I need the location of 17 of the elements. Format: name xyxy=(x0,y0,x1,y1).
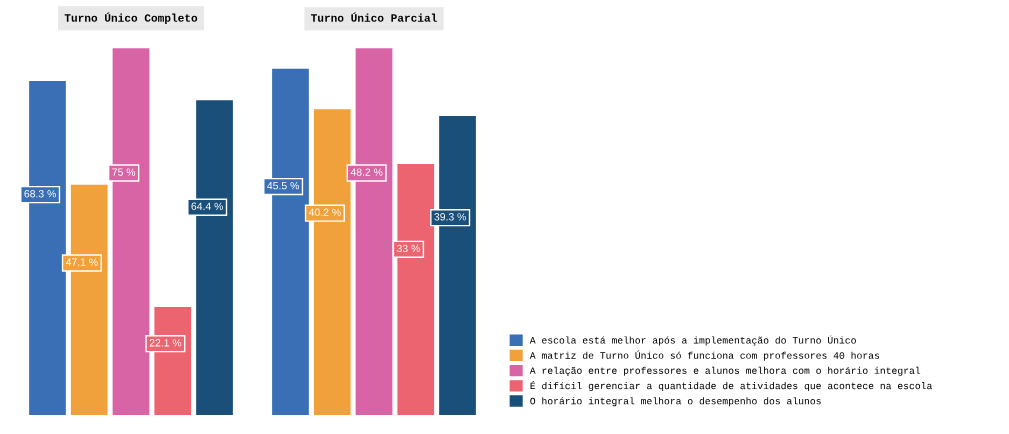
legend-label: A matriz de Turno Único só funciona com professores 40 horas xyxy=(529,350,880,361)
data-label: 40.2 % xyxy=(308,208,341,216)
data-label: 33 % xyxy=(396,244,420,253)
data-label: 48.2 % xyxy=(350,168,383,176)
data-label: 68.3 % xyxy=(24,190,56,198)
data-label: 39.3 % xyxy=(434,213,467,221)
chart-title: Turno Único Completo xyxy=(64,12,198,24)
data-label: 22.1 % xyxy=(149,339,182,347)
data-label: 45.5 % xyxy=(267,182,299,190)
data-label: 47.1 % xyxy=(65,258,98,266)
legend-label: O horário integral melhora o desempenho dos alunos xyxy=(530,397,821,407)
data-label: 64.4 % xyxy=(191,202,224,210)
legend-label: A relação entre professores e alunos melhora com o horário integral xyxy=(529,366,921,376)
legend-label: É difícil gerenciar a quantidade de atividades que acontece na escola xyxy=(530,380,933,392)
data-label: 75 % xyxy=(112,168,136,176)
chart-title: Turno Único Parcial xyxy=(310,12,437,22)
legend-label: A escola está melhor após a implementação do Turno Único xyxy=(529,335,856,346)
